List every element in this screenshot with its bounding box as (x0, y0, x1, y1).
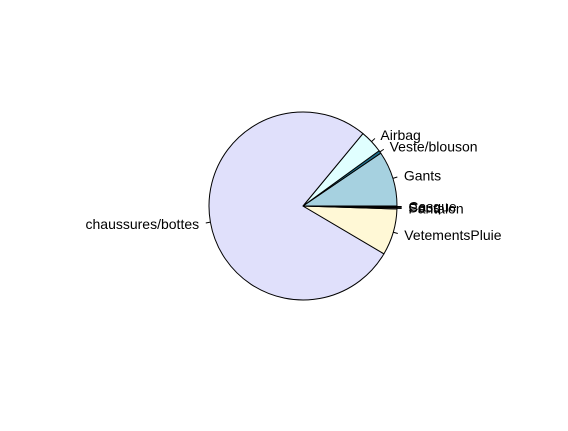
pie-tick-airbag (371, 138, 376, 143)
pie-label-pantalon: Pantalon (408, 201, 463, 217)
pie-tick-veste-blouson (379, 148, 385, 153)
pie-slices (208, 111, 398, 301)
pie-label-chaussures-bottes: chaussures/bottes (86, 216, 200, 232)
pie-tick-gants (392, 176, 398, 179)
pie-label-ticks (205, 138, 402, 235)
pie-tick-chaussures-bottes (205, 221, 211, 224)
pie-label-sous: Sous (408, 199, 440, 215)
pie-slice-chaussures-bottes (208, 111, 385, 301)
pie-label-airbag: Airbag (380, 127, 420, 143)
pie-label-casque: Casque (408, 198, 456, 214)
pie-label-veste-blouson: Veste/blouson (390, 139, 478, 155)
pie-label-gants: Gants (404, 168, 441, 184)
pie-label-vetementspluie: VetementsPluie (404, 227, 501, 243)
pie-tick-vetementspluie (393, 231, 398, 235)
